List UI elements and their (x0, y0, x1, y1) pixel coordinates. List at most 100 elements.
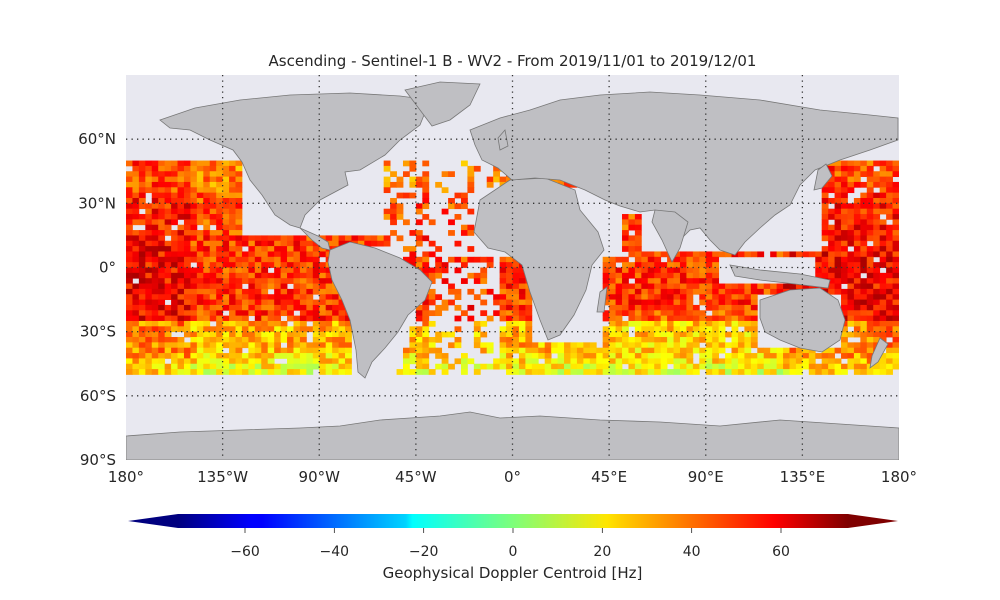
data-cell (145, 363, 153, 370)
data-cell (750, 288, 758, 295)
data-cell (628, 219, 636, 226)
data-cell (164, 288, 172, 295)
data-cell (879, 165, 887, 172)
lon-tick-label: 0° (504, 468, 521, 486)
data-cell (132, 262, 140, 268)
data-cell (126, 203, 133, 210)
data-cell (454, 315, 462, 322)
data-cell (312, 299, 320, 306)
data-cell (815, 353, 823, 359)
data-cell (235, 288, 243, 295)
data-cell (209, 331, 217, 338)
data-cell (853, 256, 861, 263)
data-cell (480, 288, 488, 295)
data-cell (151, 165, 159, 172)
data-cell (177, 192, 185, 199)
data-cell (609, 358, 616, 365)
lat-tick-label: 30°N (78, 194, 116, 212)
data-cell (319, 283, 327, 290)
data-cell (177, 363, 185, 370)
data-cell (396, 208, 404, 215)
data-cell (126, 267, 133, 274)
data-cell (641, 256, 649, 263)
data-cell (216, 299, 224, 306)
data-cell (460, 192, 468, 199)
data-cell (654, 326, 662, 333)
data-cell (660, 315, 668, 322)
data-cell (467, 246, 475, 252)
data-cell (138, 337, 146, 343)
data-cell (190, 251, 198, 258)
data-cell (847, 224, 855, 231)
data-cell (847, 315, 855, 322)
data-cell (699, 331, 707, 338)
data-cell (873, 294, 881, 300)
data-cell (737, 358, 745, 365)
data-cell (229, 331, 236, 338)
data-cell (132, 197, 140, 204)
data-cell (783, 358, 790, 365)
data-cell (229, 304, 236, 311)
data-cell (312, 342, 320, 349)
data-cell (422, 304, 430, 311)
data-cell (506, 262, 513, 268)
data-cell (151, 256, 159, 263)
data-cell (287, 267, 294, 274)
land-japan (813, 163, 833, 191)
data-cell (821, 214, 829, 220)
data-cell (448, 230, 455, 236)
data-cell (145, 219, 153, 226)
data-cell (847, 171, 855, 177)
data-cell (654, 251, 662, 258)
data-cell (132, 246, 140, 252)
data-cell (673, 358, 681, 365)
data-cell (660, 358, 668, 365)
data-cell (654, 315, 662, 322)
data-cell (602, 267, 610, 274)
data-cell (267, 353, 275, 359)
data-cell (241, 326, 249, 333)
data-cell (209, 256, 217, 263)
data-cell (654, 369, 662, 375)
data-cell (802, 353, 810, 359)
data-cell (164, 203, 172, 210)
data-cell (248, 240, 256, 247)
data-cell (222, 363, 230, 370)
data-cell (718, 304, 726, 311)
data-cell (879, 171, 887, 177)
data-cell (145, 304, 153, 311)
data-cell (396, 181, 404, 188)
data-cell (499, 283, 507, 290)
data-cell (679, 262, 687, 268)
data-cell (241, 251, 249, 258)
data-cell (261, 358, 269, 365)
data-cell (126, 342, 133, 349)
data-cell (699, 310, 707, 317)
data-cell (641, 347, 649, 354)
data-cell (377, 240, 385, 247)
data-cell (866, 251, 874, 258)
data-cell (512, 326, 520, 333)
data-cell (216, 363, 224, 370)
data-cell (692, 315, 700, 322)
data-cell (841, 353, 848, 359)
data-cell (222, 342, 230, 349)
data-cell (454, 256, 462, 263)
data-cell (222, 358, 230, 365)
data-cell (145, 240, 153, 247)
data-cell (209, 353, 217, 359)
data-cell (222, 256, 230, 263)
data-cell (261, 283, 269, 290)
data-cell (873, 310, 881, 317)
data-cell (203, 181, 211, 188)
data-cell (325, 304, 333, 311)
data-cell (190, 304, 198, 311)
data-cell (841, 203, 848, 210)
data-cell (415, 315, 423, 322)
data-cell (763, 347, 771, 354)
data-cell (241, 337, 249, 343)
data-cell (325, 240, 333, 247)
data-cell (853, 315, 861, 322)
data-cell (847, 288, 855, 295)
data-cell (409, 165, 417, 172)
